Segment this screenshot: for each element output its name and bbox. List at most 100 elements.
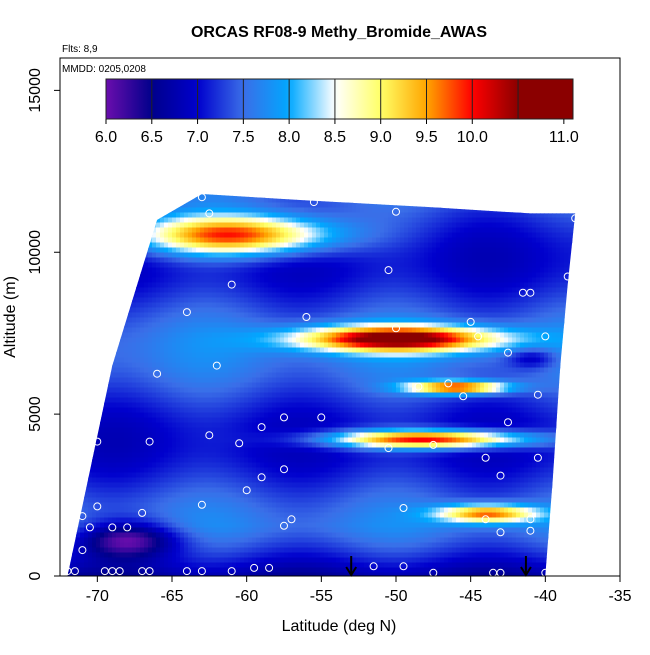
heat-cell	[160, 402, 165, 409]
heat-cell	[272, 292, 277, 299]
heat-cell	[72, 417, 77, 424]
heat-cell	[180, 452, 185, 459]
heat-cell	[296, 547, 301, 554]
heat-cell	[272, 332, 277, 339]
heat-cell	[168, 507, 173, 514]
heat-cell	[92, 382, 97, 389]
heat-cell	[100, 392, 105, 399]
heat-cell	[304, 202, 309, 209]
heat-cell	[136, 252, 141, 259]
heat-cell	[96, 567, 101, 574]
heat-cell	[200, 262, 205, 269]
heat-cell	[132, 322, 137, 329]
heat-cell	[96, 252, 101, 259]
heat-cell	[236, 312, 241, 319]
heat-cell	[60, 228, 65, 234]
heat-cell	[176, 497, 181, 504]
heat-cell	[288, 227, 293, 234]
heat-cell	[192, 432, 197, 439]
heat-cell	[216, 447, 221, 454]
heat-cell	[184, 188, 189, 194]
heat-cell	[88, 287, 93, 294]
heat-cell	[196, 262, 201, 269]
heat-cell	[204, 247, 209, 254]
heat-cell	[168, 227, 173, 234]
heat-cell	[256, 567, 261, 574]
heat-cell	[84, 472, 89, 479]
heat-cell	[172, 302, 177, 309]
heat-cell	[244, 207, 249, 214]
heat-cell	[204, 572, 209, 576]
heat-cell	[268, 207, 273, 214]
heat-cell	[228, 307, 233, 314]
heat-cell	[116, 512, 121, 519]
heat-cell	[160, 542, 165, 549]
heat-cell	[172, 482, 177, 489]
heat-cell	[84, 312, 89, 319]
heat-cell	[160, 307, 165, 314]
heat-cell	[288, 207, 293, 214]
heat-cell	[252, 232, 257, 239]
heat-cell	[156, 322, 161, 329]
heat-cell	[148, 277, 153, 284]
heat-cell	[67, 492, 69, 499]
heat-cell	[112, 457, 117, 464]
heat-cell	[176, 372, 181, 379]
heat-cell	[212, 477, 217, 484]
heat-cell	[292, 412, 297, 419]
heat-cell	[84, 272, 89, 279]
heat-cell	[268, 482, 273, 489]
heat-cell	[240, 472, 245, 479]
heat-cell	[196, 392, 201, 399]
heat-cell	[168, 462, 173, 469]
heat-cell	[164, 194, 169, 199]
heat-cell	[67, 322, 69, 329]
heat-cell	[124, 387, 129, 394]
heat-cell	[212, 372, 217, 379]
heat-cell	[156, 217, 161, 224]
heat-cell	[228, 447, 233, 454]
heat-cell	[256, 547, 261, 554]
heat-cell	[252, 372, 257, 379]
heat-cell	[60, 528, 65, 534]
heat-cell	[88, 297, 93, 304]
heat-cell	[204, 457, 209, 464]
heat-cell	[100, 332, 105, 339]
heat-cell	[180, 188, 185, 194]
heat-cell	[160, 447, 165, 454]
heat-cell	[248, 402, 253, 409]
heat-cell	[256, 282, 261, 289]
heat-cell	[132, 397, 137, 404]
heat-cell	[67, 422, 69, 429]
heat-cell	[88, 537, 93, 544]
heat-cell	[280, 452, 285, 459]
heat-cell	[80, 457, 85, 464]
heat-cell	[236, 362, 241, 369]
heat-cell	[300, 252, 305, 259]
heat-cell	[300, 467, 305, 474]
heat-cell	[100, 367, 105, 374]
heat-cell	[304, 532, 309, 539]
heat-cell	[280, 377, 285, 384]
heat-cell	[252, 472, 257, 479]
heat-cell	[68, 342, 73, 349]
heat-cell	[92, 527, 97, 534]
heat-cell	[224, 497, 229, 504]
heat-cell	[100, 537, 105, 544]
heat-cell	[128, 287, 133, 294]
heat-cell	[244, 517, 249, 524]
heat-cell	[140, 307, 145, 314]
heat-cell	[288, 542, 293, 549]
heat-cell	[92, 512, 97, 519]
heat-cell	[112, 562, 117, 569]
heat-cell	[156, 202, 161, 209]
heat-cell	[148, 457, 153, 464]
heat-cell	[60, 558, 65, 564]
heat-cell	[136, 492, 141, 499]
heat-cell	[292, 242, 297, 249]
heat-cell	[108, 327, 113, 334]
heat-cell	[80, 217, 85, 224]
heat-cell	[236, 527, 241, 534]
heat-cell	[80, 422, 85, 429]
heat-cell	[216, 212, 221, 219]
